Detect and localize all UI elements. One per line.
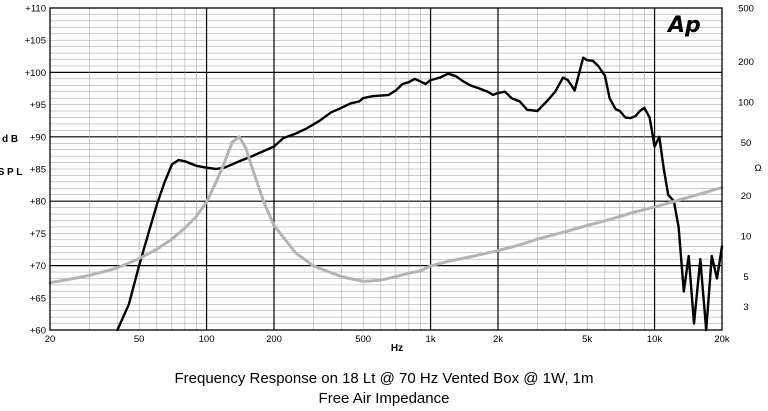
y-tick-label: +65: [30, 293, 46, 304]
x-axis-label: Hz: [391, 343, 403, 354]
chart-caption-line1: Frequency Response on 18 Lt @ 70 Hz Vent…: [174, 370, 594, 387]
y2-tick-label: 20: [741, 191, 752, 202]
x-tick-label: 2k: [493, 334, 503, 345]
spl-curve: [116, 56, 724, 332]
x-tick-label: 500: [355, 334, 371, 345]
plot-series: [48, 56, 724, 332]
y-tick-label: +105: [25, 36, 46, 47]
y-tick-label: +85: [30, 165, 46, 176]
x-tick-label: 200: [266, 334, 282, 345]
y2-tick-label: 200: [738, 57, 754, 68]
x-tick-label: 10k: [647, 334, 663, 345]
y2-tick-label: 3: [743, 302, 748, 313]
chart-caption-line2: Free Air Impedance: [318, 390, 450, 407]
y2-axis-ticks: 500 200 100 50 20 10 5 3: [738, 4, 754, 313]
y2-tick-label: 100: [738, 97, 754, 108]
y2-tick-label: 10: [741, 232, 752, 243]
y-tick-label: +90: [30, 132, 46, 143]
x-tick-label: 1k: [426, 334, 436, 345]
y-axis-label-db: d B: [2, 134, 18, 145]
y-tick-label: +80: [30, 197, 46, 208]
y-tick-label: +110: [25, 4, 46, 15]
y2-tick-label: 500: [738, 4, 754, 15]
x-tick-label: 5k: [582, 334, 592, 345]
y-axis-label-spl: S P L: [0, 167, 22, 178]
y-tick-label: +60: [30, 326, 46, 337]
x-tick-label: 20: [45, 334, 56, 345]
impedance-curve: [48, 135, 724, 285]
y-axis-ticks: +110 +105 +100 +95 +90 +85 +80 +75 +70 +65 +60: [25, 4, 46, 337]
y-tick-label: +75: [30, 229, 46, 240]
y-tick-label: +95: [30, 100, 46, 111]
y-tick-label: +70: [30, 261, 46, 272]
plot-grid: [50, 8, 722, 330]
x-axis-ticks: 20 50 100 200 500 1k 2k 5k 10k 20k: [45, 334, 730, 345]
y2-tick-label: 50: [741, 138, 752, 149]
ap-logo: Ap: [666, 13, 701, 38]
x-tick-label: 100: [199, 334, 215, 345]
y-tick-label: +100: [25, 68, 46, 79]
y2-tick-label: 5: [743, 272, 748, 283]
x-tick-label: 50: [134, 334, 145, 345]
x-tick-label: 20k: [714, 334, 730, 345]
plot-frame: [49, 7, 723, 331]
y2-axis-label: Ω: [754, 163, 761, 174]
